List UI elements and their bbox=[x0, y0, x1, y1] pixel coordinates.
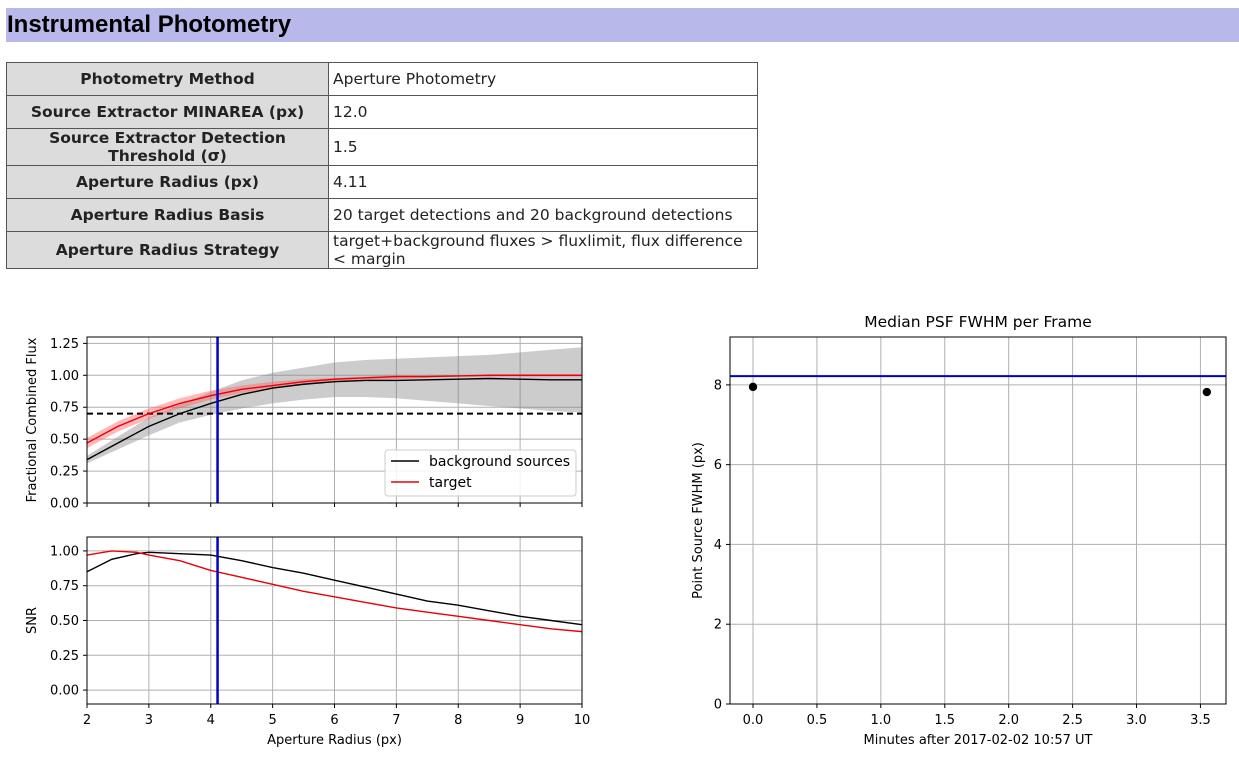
y-axis-label: Point Source FWHM (px) bbox=[691, 442, 706, 599]
series-line-0 bbox=[86, 377, 582, 461]
param-label: Source Extractor MINAREA (px) bbox=[6, 95, 329, 129]
x-tick-label: 3 bbox=[145, 713, 153, 728]
table-row: Aperture Radius Strategy target+backgrou… bbox=[6, 231, 758, 269]
table-row: Source Extractor Detection Threshold (σ)… bbox=[6, 128, 758, 166]
param-label: Photometry Method bbox=[6, 62, 329, 96]
x-tick-label: 1.5 bbox=[934, 713, 955, 728]
param-value: 4.11 bbox=[328, 165, 758, 199]
y-tick-label: 0.00 bbox=[50, 684, 79, 699]
x-tick-label: 2.5 bbox=[1062, 713, 1083, 728]
y-tick-label: 0.50 bbox=[50, 614, 79, 629]
y-tick-label: 0 bbox=[714, 698, 722, 713]
chart-1: 0.00 0.25 0.50 0.75 1.00 1.25 Fractional Combi… bbox=[25, 336, 583, 512]
y-tick-label: 6 bbox=[714, 458, 722, 473]
y-tick-label: 0.25 bbox=[50, 465, 79, 480]
data-point bbox=[748, 382, 758, 392]
band-1 bbox=[87, 374, 582, 449]
photometry-parameters-table: Photometry Method Aperture Photometry So… bbox=[6, 62, 758, 269]
chart-3: 0.0 0.5 1.0 1.5 2.0 2.5 3.0 3.5 0 2 4 6 8 Median PSF … bbox=[691, 313, 1227, 748]
y-tick-label: 2 bbox=[714, 618, 722, 633]
legend-label: background sources bbox=[429, 454, 570, 470]
page-header: Instrumental Photometry bbox=[6, 8, 1239, 42]
table-row: Source Extractor MINAREA (px) 12.0 bbox=[6, 95, 758, 129]
chart-2: 2 3 4 5 6 7 8 9 10 0.00 0.25 0.50 0.75 1.00 Aperture R… bbox=[25, 536, 591, 748]
axes-frame bbox=[729, 336, 1227, 705]
x-axis-label: Minutes after 2017-02-02 10:57 UT bbox=[864, 733, 1093, 748]
x-axis-label: Aperture Radius (px) bbox=[267, 733, 402, 748]
y-tick-label: 0.25 bbox=[50, 649, 79, 664]
x-tick-label: 7 bbox=[392, 713, 400, 728]
param-value: 12.0 bbox=[328, 95, 758, 129]
x-tick-label: 0.5 bbox=[807, 713, 828, 728]
param-value: target+background fluxes > fluxlimit, fl… bbox=[328, 231, 758, 269]
x-tick-label: 10 bbox=[574, 713, 591, 728]
chart-title: Median PSF FWHM per Frame bbox=[864, 313, 1092, 331]
x-tick-label: 6 bbox=[330, 713, 338, 728]
y-tick-label: 0.75 bbox=[50, 401, 79, 416]
legend-label: target bbox=[429, 475, 472, 491]
y-tick-label: 0.50 bbox=[50, 433, 79, 448]
table-row: Aperture Radius Basis 20 target detectio… bbox=[6, 198, 758, 232]
param-value: 20 target detections and 20 background d… bbox=[328, 198, 758, 232]
y-tick-label: 1.00 bbox=[50, 369, 79, 384]
x-tick-label: 5 bbox=[268, 713, 276, 728]
y-axis-label: SNR bbox=[25, 607, 40, 634]
x-tick-label: 0.0 bbox=[743, 713, 764, 728]
table-row: Photometry Method Aperture Photometry bbox=[6, 62, 758, 96]
y-tick-label: 0.75 bbox=[50, 579, 79, 594]
x-tick-label: 8 bbox=[454, 713, 462, 728]
param-label: Aperture Radius Basis bbox=[6, 198, 329, 232]
x-tick-label: 4 bbox=[207, 713, 215, 728]
data-point bbox=[1202, 387, 1212, 397]
y-axis-label: Fractional Combined Flux bbox=[25, 337, 40, 502]
param-label: Aperture Radius Strategy bbox=[6, 231, 329, 269]
x-tick-label: 2 bbox=[83, 713, 91, 728]
y-tick-label: 1.00 bbox=[50, 544, 79, 559]
legend: background sources target bbox=[384, 449, 577, 497]
x-tick-label: 2.0 bbox=[998, 713, 1019, 728]
page-title: Instrumental Photometry bbox=[7, 11, 292, 38]
param-value: Aperture Photometry bbox=[328, 62, 758, 96]
series-line-1 bbox=[86, 550, 583, 633]
param-label: Aperture Radius (px) bbox=[6, 165, 329, 199]
y-tick-label: 8 bbox=[714, 378, 722, 393]
table-row: Aperture Radius (px) 4.11 bbox=[6, 165, 758, 199]
series-line-0 bbox=[86, 551, 583, 626]
param-label: Source Extractor Detection Threshold (σ) bbox=[6, 128, 329, 166]
series-line-1 bbox=[86, 374, 582, 444]
y-tick-label: 1.25 bbox=[50, 337, 79, 352]
x-tick-label: 3.0 bbox=[1126, 713, 1147, 728]
y-tick-label: 4 bbox=[714, 538, 722, 553]
x-tick-label: 1.0 bbox=[871, 713, 892, 728]
x-tick-label: 3.5 bbox=[1190, 713, 1211, 728]
legend-box bbox=[384, 449, 577, 497]
y-tick-label: 0.00 bbox=[50, 497, 79, 512]
x-tick-label: 9 bbox=[516, 713, 524, 728]
